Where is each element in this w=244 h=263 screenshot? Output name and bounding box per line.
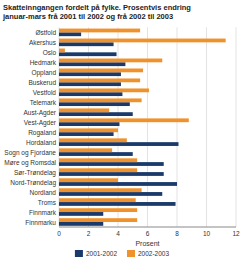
grid-line — [236, 27, 237, 227]
bar — [59, 62, 125, 66]
grid-line — [118, 27, 119, 227]
bar — [59, 168, 137, 172]
category-label: Troms — [38, 199, 57, 206]
grid-line — [177, 27, 178, 227]
legend-label: 2001-2002 — [86, 250, 117, 257]
x-axis-line — [59, 227, 236, 228]
bar — [59, 132, 114, 136]
bar — [59, 178, 118, 182]
tick-label: 0 — [57, 230, 61, 237]
category-label: Hordaland — [26, 139, 56, 146]
category-label: Finnmark — [29, 209, 57, 216]
bar — [59, 32, 81, 36]
bar — [59, 29, 140, 33]
bar — [59, 92, 122, 96]
bar — [59, 188, 142, 192]
bar — [59, 108, 109, 112]
category-label: Aust-Agder — [23, 109, 56, 117]
category-label: Vestfold — [33, 89, 57, 96]
x-axis: 0 2 4 6 8 10 12 — [57, 27, 240, 237]
bar — [59, 39, 226, 43]
category-label: Sør-Trøndelag — [14, 169, 56, 177]
grid-line — [206, 27, 207, 227]
bar — [59, 102, 130, 106]
bar — [59, 72, 121, 76]
x-axis-label: Prosent — [135, 240, 159, 247]
title-line: januar-mars frå 2001 til 2002 og frå 200… — [2, 12, 173, 21]
legend-label: 2002-2003 — [138, 250, 169, 257]
bar — [59, 158, 137, 162]
grid-line — [88, 27, 89, 227]
bar — [59, 82, 121, 86]
bar — [59, 202, 176, 206]
category-label: Vest-Agder — [24, 119, 57, 127]
tick-label: 10 — [203, 230, 211, 237]
category-label: Nordland — [30, 189, 57, 196]
tick-label: 2 — [87, 230, 91, 237]
category-label: Telemark — [30, 99, 57, 106]
bar — [59, 208, 137, 212]
bar — [59, 49, 65, 53]
bar — [59, 152, 133, 156]
bar — [59, 68, 143, 72]
legend-swatch — [127, 250, 135, 257]
bar — [59, 222, 103, 226]
bar — [59, 128, 118, 132]
category-label: Sogn og Fjordane — [4, 149, 56, 157]
category-label: Oslo — [43, 49, 57, 56]
tick-label: 4 — [116, 230, 120, 237]
grid-line — [147, 27, 148, 227]
bar — [59, 192, 162, 196]
bar — [59, 148, 112, 152]
category-label: Møre og Romsdal — [4, 159, 56, 167]
title-line: Skatteinngangen fordelt på fylke. Prosen… — [3, 3, 191, 12]
grid-line — [59, 27, 60, 227]
bar — [59, 212, 103, 216]
bars — [59, 29, 226, 226]
bar — [59, 78, 140, 82]
bar — [59, 172, 164, 176]
category-label: Oppland — [31, 69, 56, 77]
bar — [59, 118, 189, 122]
legend: 2001-2002 2002-2003 — [75, 250, 170, 257]
bar — [59, 112, 133, 116]
tick-label: 6 — [146, 230, 150, 237]
bar — [59, 59, 162, 63]
bar — [59, 42, 114, 46]
bar — [59, 142, 178, 146]
title: Skatteinngangen fordelt på fylke. Prosen… — [2, 3, 191, 21]
category-label: Finnmarku — [25, 219, 56, 226]
category-label: Nord-Trøndelag — [10, 179, 56, 187]
category-label: Hedmark — [30, 59, 57, 66]
bar — [59, 198, 136, 202]
bar — [59, 98, 142, 102]
tick-label: 12 — [232, 230, 240, 237]
bar — [59, 182, 177, 186]
bar — [59, 122, 119, 126]
category-label: Buskerud — [29, 79, 57, 86]
category-label: Rogaland — [28, 129, 56, 137]
chart: Skatteinngangen fordelt på fylke. Prosen… — [0, 0, 244, 263]
tick-label: 8 — [175, 230, 179, 237]
chart-container: Skatteinngangen fordelt på fylke. Prosen… — [0, 0, 244, 263]
bar — [59, 52, 117, 56]
bar — [59, 162, 164, 166]
category-label: Østfold — [35, 29, 56, 36]
legend-swatch — [75, 250, 83, 257]
bar — [59, 218, 137, 222]
bar — [59, 138, 127, 142]
bar — [59, 88, 149, 92]
category-label: Akershus — [29, 39, 57, 46]
